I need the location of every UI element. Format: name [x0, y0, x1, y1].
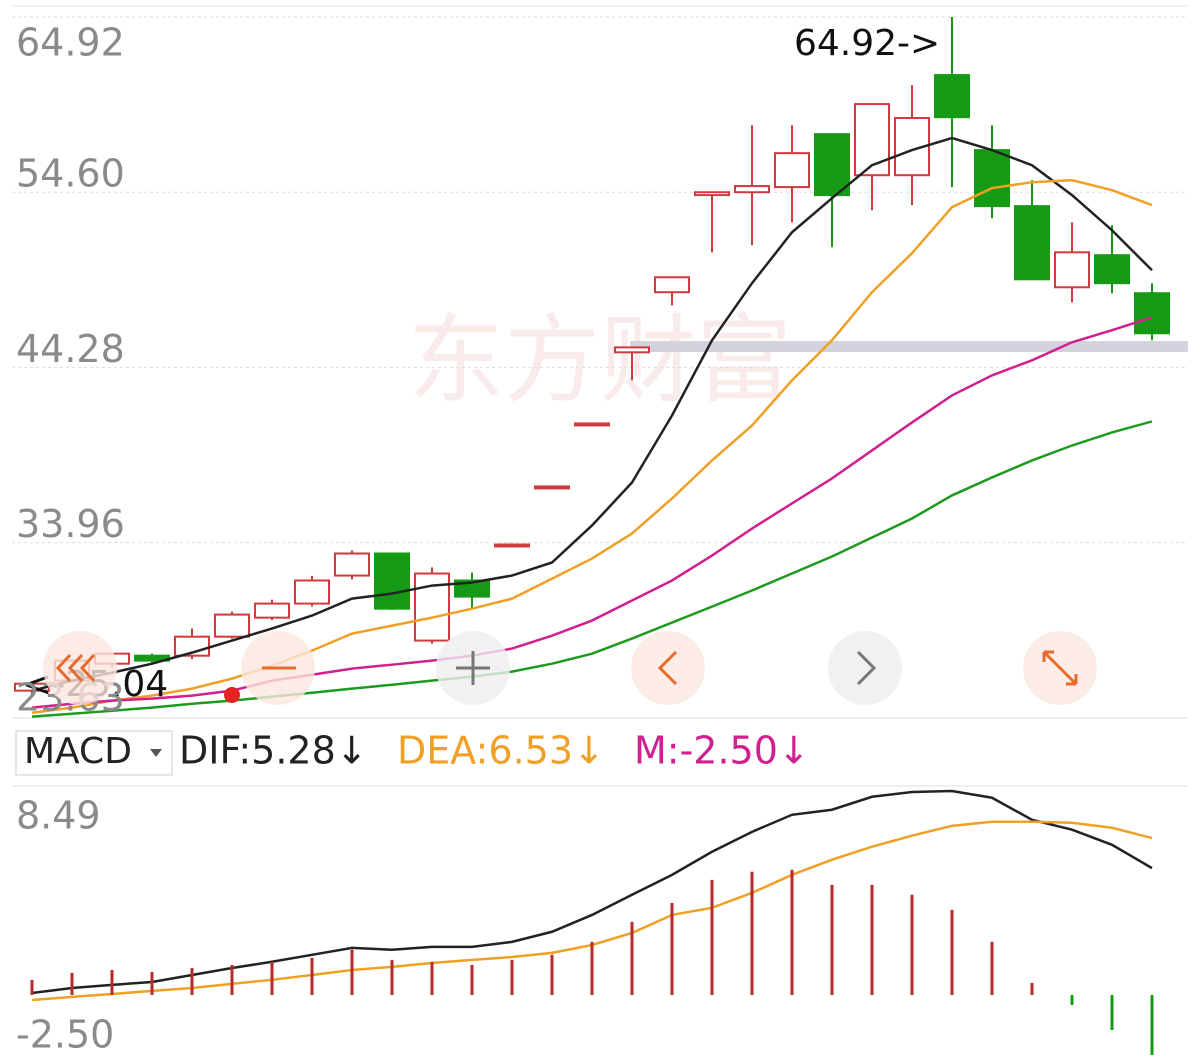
- macd-bar: [430, 961, 434, 995]
- candle-body: [614, 346, 650, 354]
- macd-bar: [190, 968, 194, 995]
- y-tick-label: 64.92: [16, 21, 125, 65]
- y-tick-label: 54.60: [16, 152, 125, 196]
- candle-body: [214, 613, 250, 638]
- y-tick-label: 33.96: [16, 502, 125, 546]
- macd-bar: [110, 969, 114, 995]
- candle-body: [734, 185, 770, 194]
- indicator-name: MACD: [24, 731, 132, 772]
- high-annotation: 64.92->: [794, 23, 940, 64]
- candle-body: [694, 191, 730, 197]
- macd-bar: [270, 961, 274, 995]
- dif-label: DIF:5.28↓: [179, 729, 368, 773]
- macd-bar: [630, 921, 634, 995]
- candle-body: [1134, 292, 1170, 335]
- y-tick-label: 44.28: [16, 327, 125, 371]
- macd-bar: [1030, 982, 1034, 995]
- indicator-select[interactable]: [15, 730, 173, 776]
- macd-bar: [150, 971, 154, 995]
- macd-bar: [230, 964, 234, 995]
- dea-label: DEA:6.53↓: [397, 729, 605, 773]
- candle-body: [574, 422, 610, 427]
- macd-bar: [350, 949, 354, 995]
- macd-bar: [750, 871, 754, 995]
- candle-body: [654, 276, 690, 294]
- candle-body: [334, 552, 370, 577]
- indicator-line: [31, 178, 1153, 714]
- dropdown-icon: [150, 749, 162, 757]
- indicator-line: [31, 789, 1153, 995]
- macd-bar: [790, 869, 794, 995]
- macd-bar: [390, 959, 394, 995]
- next-button[interactable]: [828, 631, 902, 705]
- indicator-line: [31, 316, 1153, 709]
- macd-bar: [1110, 994, 1114, 1031]
- icon: [55, 653, 96, 683]
- candle-body: [294, 579, 330, 605]
- macd-bar: [30, 980, 34, 995]
- y-tick-label: -2.50: [16, 1013, 114, 1057]
- macd-bar: [550, 954, 554, 995]
- macd-bar: [1150, 994, 1154, 1055]
- icon: [1042, 650, 1078, 686]
- macd-bar: [710, 879, 714, 995]
- macd-bar: [990, 941, 994, 995]
- icon: [856, 650, 877, 686]
- indicator-line: [31, 420, 1153, 718]
- macd-bar: [470, 964, 474, 995]
- macd-bar: [510, 959, 514, 995]
- candle-body: [854, 103, 890, 177]
- macd-bar: [310, 957, 314, 995]
- macd-bar: [590, 941, 594, 995]
- macd-bar: [70, 972, 74, 995]
- candle-body: [1094, 254, 1130, 285]
- controls: [43, 631, 1097, 705]
- candle-body: [454, 579, 490, 598]
- low-marker: [224, 687, 240, 703]
- candle-body: [374, 552, 410, 610]
- macd-bar: [1070, 994, 1074, 1006]
- macd-bar: [950, 909, 954, 995]
- m-label: M:-2.50↓: [634, 729, 810, 773]
- candle-body: [974, 149, 1010, 208]
- watermark: 东方财富: [408, 307, 792, 414]
- prev-button[interactable]: [631, 631, 705, 705]
- macd-bar: [830, 884, 834, 995]
- macd-bar: [670, 902, 674, 995]
- candle-body: [934, 74, 970, 119]
- icon: [456, 651, 490, 685]
- indicator-line: [31, 136, 1153, 692]
- candle-body: [1054, 251, 1090, 289]
- candle-body: [774, 152, 810, 189]
- candle-body: [494, 543, 530, 548]
- price-band: [630, 341, 1188, 352]
- icon: [657, 650, 678, 686]
- candle-body: [1014, 205, 1050, 281]
- macd-bar: [910, 894, 914, 995]
- y-tick-label: 8.49: [16, 794, 101, 838]
- candle-body: [534, 485, 570, 490]
- candle-body: [814, 133, 850, 197]
- macd-bar: [870, 884, 874, 995]
- candle-body: [254, 602, 290, 619]
